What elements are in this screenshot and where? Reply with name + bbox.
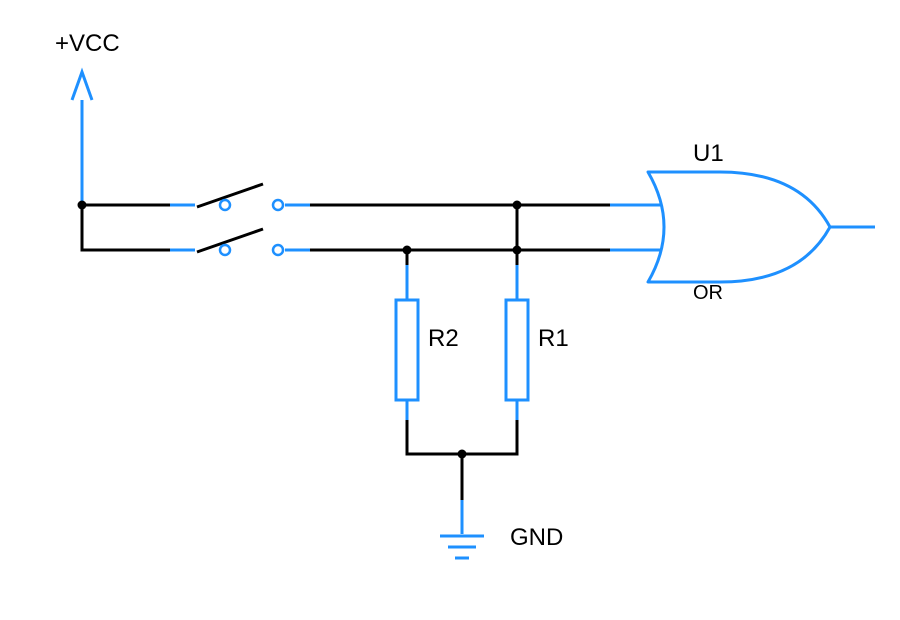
circuit-diagram — [0, 0, 900, 620]
node-icon — [403, 246, 412, 255]
resistor-r1 — [506, 300, 528, 400]
node-icon — [513, 246, 522, 255]
resistor-r2 — [396, 300, 418, 400]
switch-terminal-icon — [273, 200, 283, 210]
switch-terminal-icon — [220, 200, 230, 210]
node-icon — [458, 450, 467, 459]
or-gate — [648, 172, 875, 282]
node-icon — [78, 201, 87, 210]
switch-1 — [197, 184, 283, 210]
switch-2 — [197, 229, 283, 255]
wire — [82, 205, 170, 250]
switch-terminal-icon — [273, 245, 283, 255]
gnd-symbol — [440, 536, 484, 558]
label-gnd: GND — [510, 524, 563, 552]
vcc-symbol — [72, 72, 92, 205]
switch-terminal-icon — [220, 245, 230, 255]
node-icon — [513, 201, 522, 210]
wire — [407, 420, 462, 454]
label-u1: U1 — [693, 140, 724, 168]
label-or: OR — [693, 282, 723, 305]
label-r1: R1 — [538, 325, 569, 353]
label-vcc: +VCC — [55, 30, 120, 58]
label-r2: R2 — [428, 325, 459, 353]
wire — [462, 420, 517, 454]
